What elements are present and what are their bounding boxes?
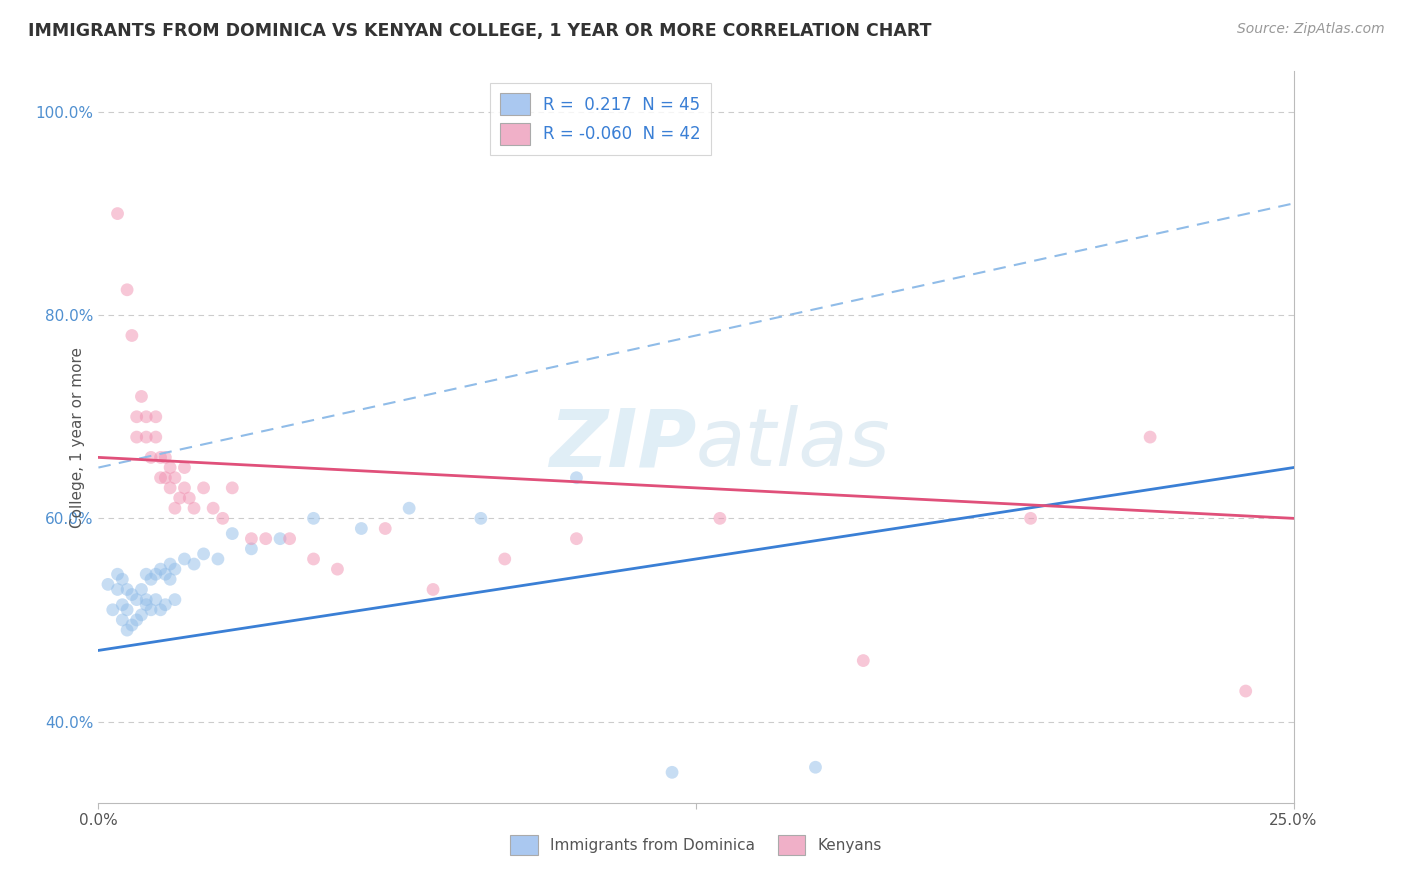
Point: [183, 501, 205, 516]
Point: [135, 409, 157, 424]
Point: [135, 567, 157, 582]
Point: [107, 206, 129, 220]
Point: [145, 409, 167, 424]
Point: [135, 592, 157, 607]
Point: [125, 592, 148, 607]
Point: [135, 598, 157, 612]
Point: [159, 481, 181, 495]
Point: [350, 521, 373, 535]
Point: [111, 572, 134, 586]
Point: [221, 526, 243, 541]
Point: [173, 481, 195, 495]
Point: [202, 501, 225, 516]
Point: [149, 562, 172, 576]
Point: [125, 409, 148, 424]
Point: [565, 471, 588, 485]
Point: [302, 552, 325, 566]
Point: [111, 598, 134, 612]
Point: [422, 582, 444, 597]
Point: [155, 471, 177, 485]
Point: [240, 541, 263, 556]
Point: [149, 450, 172, 465]
Point: [139, 603, 162, 617]
Point: [115, 283, 138, 297]
Text: Source: ZipAtlas.com: Source: ZipAtlas.com: [1237, 22, 1385, 37]
Point: [302, 511, 325, 525]
Point: [145, 592, 167, 607]
Point: [115, 623, 138, 637]
Point: [374, 521, 396, 535]
Point: [163, 471, 186, 485]
Point: [269, 532, 291, 546]
Point: [139, 450, 162, 465]
Point: [115, 582, 138, 597]
Point: [145, 430, 167, 444]
Point: [254, 532, 277, 546]
Point: [159, 460, 181, 475]
Point: [852, 654, 875, 668]
Point: [97, 577, 120, 591]
Point: [398, 501, 420, 516]
Point: [121, 328, 143, 343]
Point: [163, 592, 186, 607]
Point: [179, 491, 201, 505]
Point: [131, 607, 153, 622]
Point: [211, 511, 233, 525]
Point: [565, 532, 588, 546]
Point: [207, 552, 229, 566]
Point: [145, 567, 167, 582]
Text: IMMIGRANTS FROM DOMINICA VS KENYAN COLLEGE, 1 YEAR OR MORE CORRELATION CHART: IMMIGRANTS FROM DOMINICA VS KENYAN COLLE…: [28, 22, 932, 40]
Point: [193, 481, 215, 495]
Point: [149, 471, 172, 485]
Point: [163, 501, 186, 516]
Point: [111, 613, 134, 627]
Y-axis label: College, 1 year or more: College, 1 year or more: [69, 347, 84, 527]
Point: [155, 450, 177, 465]
Point: [155, 567, 177, 582]
Point: [163, 562, 186, 576]
Point: [149, 603, 172, 617]
Point: [494, 552, 516, 566]
Point: [221, 481, 243, 495]
Point: [121, 618, 143, 632]
Point: [1139, 430, 1161, 444]
Point: [135, 430, 157, 444]
Point: [661, 765, 683, 780]
Point: [709, 511, 731, 525]
Text: ZIP: ZIP: [548, 405, 696, 483]
Text: atlas: atlas: [696, 405, 891, 483]
Point: [173, 460, 195, 475]
Point: [107, 582, 129, 597]
Point: [183, 557, 205, 571]
Point: [1019, 511, 1042, 525]
Point: [804, 760, 827, 774]
Point: [139, 572, 162, 586]
Point: [125, 613, 148, 627]
Point: [107, 567, 129, 582]
Point: [169, 491, 191, 505]
Point: [470, 511, 492, 525]
Point: [121, 588, 143, 602]
Point: [173, 552, 195, 566]
Point: [240, 532, 263, 546]
Point: [326, 562, 349, 576]
Point: [193, 547, 215, 561]
Point: [101, 603, 124, 617]
Point: [131, 582, 153, 597]
Point: [1234, 684, 1257, 698]
Point: [278, 532, 301, 546]
Point: [125, 430, 148, 444]
Point: [159, 557, 181, 571]
Legend: Immigrants from Dominica, Kenyans: Immigrants from Dominica, Kenyans: [503, 830, 889, 861]
Point: [131, 389, 153, 403]
Point: [155, 598, 177, 612]
Point: [115, 603, 138, 617]
Point: [159, 572, 181, 586]
